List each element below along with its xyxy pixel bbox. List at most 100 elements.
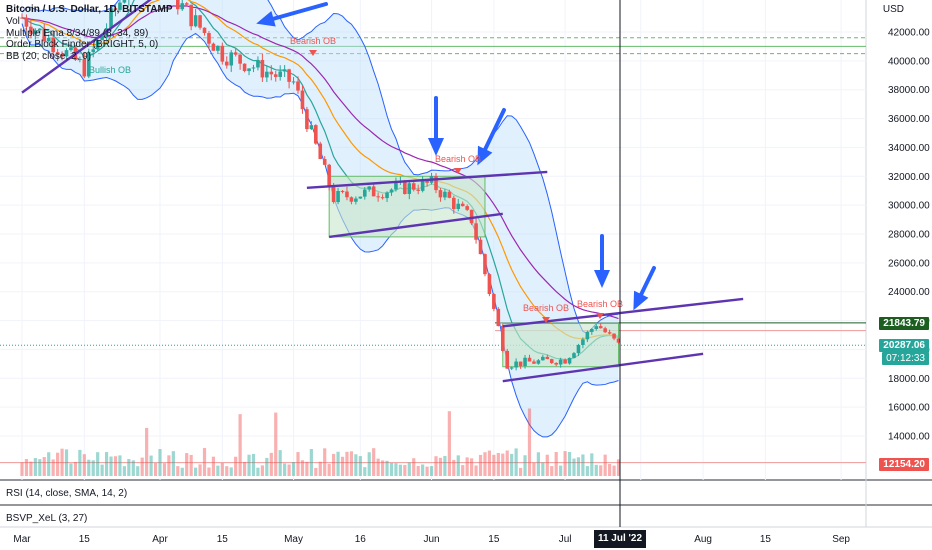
candle-body (469, 209, 474, 224)
volume-bar (162, 463, 167, 476)
candle-body (500, 326, 505, 351)
annotation-arrow (633, 266, 656, 311)
volume-bar (603, 454, 607, 476)
volume-bar (612, 465, 616, 476)
candle-body (594, 326, 599, 329)
volume-bar (136, 466, 140, 476)
volume-bar (153, 463, 158, 476)
volume-bar (198, 464, 202, 476)
candle-body (567, 357, 572, 364)
volume-bar (283, 463, 287, 476)
price-tick-label: 42000.00 (888, 28, 930, 39)
candle-body (389, 189, 394, 193)
volume-bar (189, 454, 193, 476)
candle-body (220, 45, 225, 62)
arrow-head (633, 290, 649, 311)
candle-body (349, 197, 354, 202)
bsvp-pane-label[interactable]: BSVP_XeL (3, 27) (6, 513, 88, 524)
candle-body (420, 180, 425, 191)
date-tick-label: Sep (832, 534, 850, 545)
candle-body (483, 254, 487, 275)
volume-bar (140, 457, 144, 476)
legend-bb[interactable]: BB (20, close, 2, 0) (6, 51, 92, 63)
crosshair-date-label: 11 Jul '22 (594, 530, 646, 548)
last-price-tag: 20287.06 (879, 339, 929, 352)
candle-body (496, 308, 501, 327)
candle-body (416, 189, 420, 191)
volume-bar (599, 465, 603, 476)
volume-bar (389, 462, 394, 476)
volume-bar (265, 457, 269, 476)
volume-bar (211, 456, 216, 476)
volume-bar (109, 456, 113, 476)
ob-label: Bearish OB (523, 303, 569, 313)
legend-symbol[interactable]: Bitcoin / U.S. Dollar, 1D, BITSTAMP (6, 4, 173, 15)
candle-body (563, 359, 567, 364)
candle-body (598, 326, 603, 329)
trendline (502, 352, 704, 383)
candle-body (38, 28, 42, 31)
chart-legend: Bitcoin / U.S. Dollar, 1D, BITSTAMP Vol … (6, 4, 173, 63)
volume-bar (523, 455, 527, 476)
candle-body (20, 17, 24, 19)
volume-bar (487, 450, 492, 476)
date-tick-label: 15 (217, 534, 229, 545)
candle-body (55, 52, 60, 55)
candle-body (247, 68, 251, 72)
candle-body (305, 109, 309, 130)
volume-bar (412, 458, 416, 476)
candle-body (478, 239, 483, 255)
candle-body (492, 294, 496, 309)
candle-body (260, 59, 265, 78)
volume-bar (113, 456, 118, 476)
volume-bar (563, 451, 567, 476)
candle-body (233, 52, 238, 55)
legend-order-block[interactable]: Order Block Finder (BRIGHT, 5, 0) (6, 39, 159, 51)
candle-body (452, 197, 456, 209)
candle-body (29, 26, 33, 34)
candle-body (256, 59, 260, 68)
candle-body (385, 192, 389, 199)
candle-body (509, 367, 514, 369)
candle-body (465, 206, 469, 210)
candle-body (176, 0, 180, 10)
volume-bar (585, 466, 589, 476)
legend-ema[interactable]: Multiple Ema 8/34/89 (8, 34, 89) (6, 27, 149, 39)
candle-body (576, 344, 581, 354)
price-tick-label: 14000.00 (888, 432, 930, 443)
volume-bar (149, 455, 153, 476)
candle-body (607, 332, 612, 334)
volume-bar (287, 464, 291, 476)
volume-bar (225, 466, 229, 476)
candle-body (345, 191, 349, 198)
candle-body (202, 27, 207, 34)
rsi-pane-label[interactable]: RSI (14, close, SMA, 14, 2) (6, 488, 128, 499)
candle-body (64, 50, 69, 57)
countdown-tag: 07:12:33 (882, 352, 929, 365)
volume-bar (550, 466, 554, 476)
volume-bar (127, 459, 131, 476)
ob-label: Bearish OB (290, 36, 336, 46)
candle-body (362, 189, 367, 197)
candle-body (238, 54, 242, 64)
candle-body (585, 331, 590, 340)
candle-body (309, 125, 314, 130)
candle-body (541, 356, 545, 361)
candle-body (527, 357, 532, 362)
volume-bar (372, 448, 376, 476)
candle-body (603, 328, 607, 333)
candle-body (612, 333, 616, 339)
legend-vol[interactable]: Vol (6, 15, 20, 27)
volume-bar (421, 464, 425, 476)
date-tick-label: May (284, 534, 303, 545)
candle-body (198, 15, 202, 28)
volume-bar (194, 467, 198, 476)
volume-bar (403, 465, 407, 476)
volume-bar (238, 414, 242, 476)
volume-bar (29, 461, 33, 476)
volume-bar (60, 448, 64, 476)
ob-marker (542, 317, 550, 323)
candle-body (322, 158, 327, 165)
candle-body (474, 223, 478, 240)
